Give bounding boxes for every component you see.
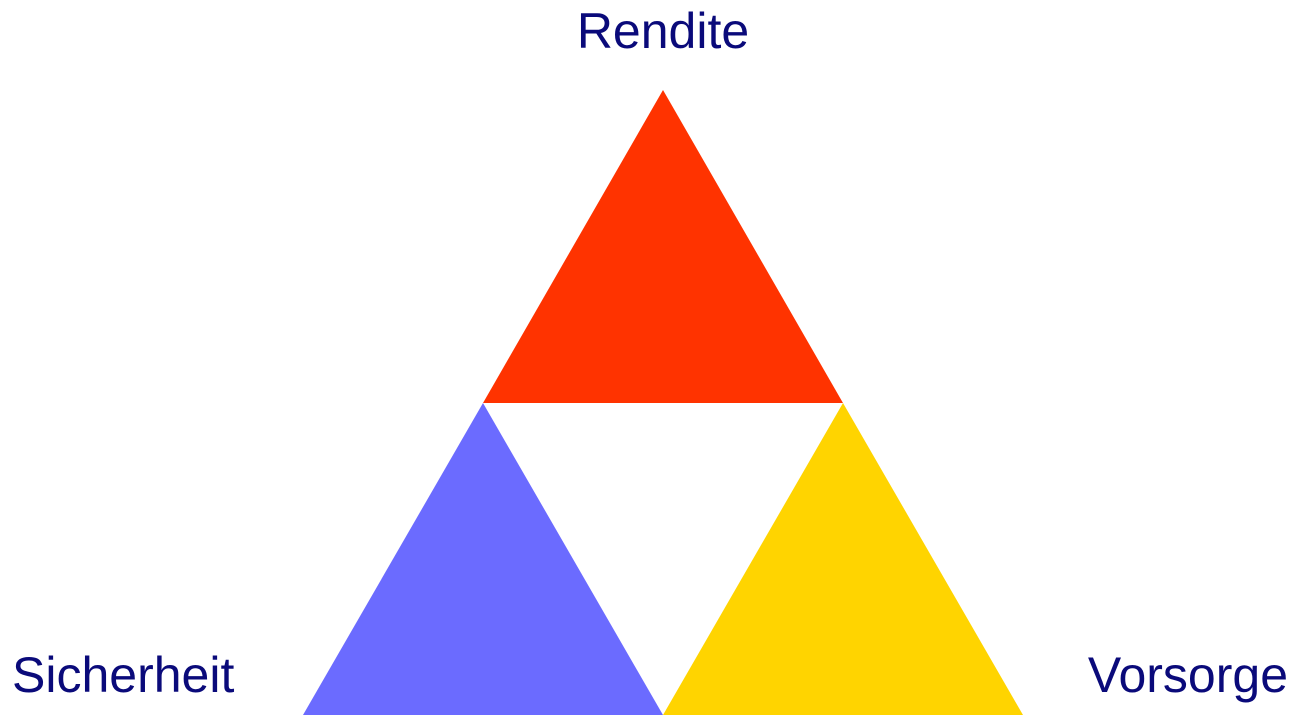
triangle-left [303, 403, 663, 715]
label-top: Rendite [577, 3, 749, 59]
label-left: Sicherheit [12, 647, 234, 703]
triangle-right [663, 403, 1023, 715]
triangle-top [483, 90, 843, 403]
label-right: Vorsorge [1088, 647, 1288, 703]
